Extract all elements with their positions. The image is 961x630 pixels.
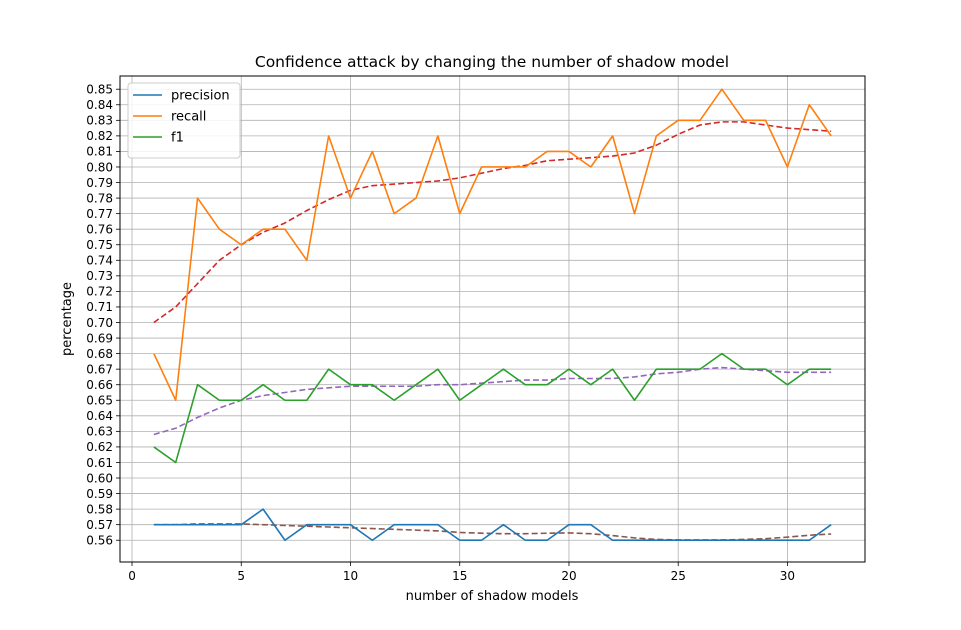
y-tick-label: 0.56 [86,534,113,548]
y-tick-label: 0.57 [86,518,113,532]
y-tick-label: 0.64 [86,409,113,423]
y-tick-label: 0.73 [86,269,113,283]
chart-title: Confidence attack by changing the number… [255,53,729,71]
y-axis: 0.56 0.57 0.580.59 0.600.61 0.620.63 0.640.65… [86,83,120,548]
x-tick-label: 10 [343,569,358,583]
y-tick-label: 0.83 [86,114,113,128]
legend-label-f1: f1 [171,131,184,146]
y-tick-label: 0.67 [86,362,113,376]
precision-series-line [153,508,832,542]
x-tick-label: 25 [671,569,686,583]
x-axis: 0 5 10 15 20 25 30 [128,562,795,583]
y-tick-label: 0.65 [86,394,113,408]
x-tick-label: 30 [780,569,795,583]
y-tick-label: 0.66 [86,378,113,392]
x-tick-label: 0 [128,569,136,583]
y-tick-label: 0.62 [86,440,113,454]
y-tick-label: 0.68 [86,347,113,361]
y-tick-label: 0.75 [86,238,113,252]
x-tick-label: 5 [237,569,245,583]
y-tick-label: 0.81 [86,145,113,159]
legend: precision recall f1 [127,82,241,159]
y-tick-label: 0.70 [86,316,113,330]
y-tick-label: 0.72 [86,285,113,299]
y-tick-label: 0.76 [86,222,113,236]
legend-label-precision: precision [171,89,230,104]
x-tick-label: 20 [561,569,576,583]
y-tick-label: 0.58 [86,502,113,516]
y-tick-label: 0.77 [86,207,113,221]
y-tick-label: 0.84 [86,98,113,112]
y-tick-label: 0.74 [86,254,113,268]
f1-series-line [153,352,832,464]
y-tick-label: 0.63 [86,425,113,439]
y-tick-label: 0.59 [86,487,113,501]
plot-frame [119,75,866,563]
y-axis-label: percentage [60,282,75,356]
y-tick-label: 0.80 [86,160,113,174]
x-tick-label: 15 [452,569,467,583]
legend-box [127,82,241,159]
y-tick-label: 0.71 [86,300,113,314]
y-tick-label: 0.82 [86,129,113,143]
y-tick-label: 0.79 [86,176,113,190]
y-tick-label: 0.85 [86,83,113,97]
y-tick-label: 0.60 [86,471,113,485]
series-layer [153,88,832,542]
x-axis-label: number of shadow models [406,589,579,604]
y-tick-label: 0.78 [86,191,113,205]
y-tick-label: 0.61 [86,456,113,470]
y-tick-label: 0.69 [86,331,113,345]
legend-label-recall: recall [171,110,206,125]
trend-4-series-line [153,366,832,436]
trend-5-series-line [153,523,832,541]
trend-3-series-line [153,121,832,324]
recall-series-line [153,88,832,402]
